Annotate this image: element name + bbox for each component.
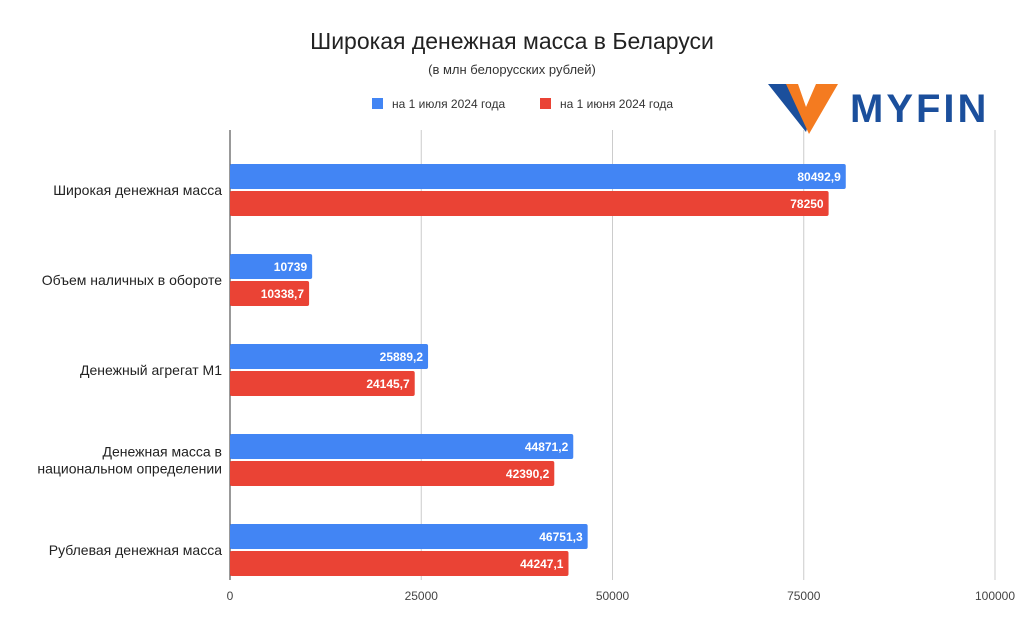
x-tick-label: 100000 (975, 589, 1015, 603)
legend-swatch (540, 98, 551, 109)
data-label: 80492,9 (797, 170, 841, 184)
bar (230, 344, 429, 369)
category-label: Денежный агрегат М1 (80, 362, 222, 378)
data-label: 46751,3 (539, 530, 583, 544)
category-label: Объем наличных в обороте (42, 272, 222, 288)
data-label: 42390,2 (506, 467, 550, 481)
data-label: 24145,7 (366, 377, 410, 391)
x-tick-label: 25000 (405, 589, 439, 603)
bar (230, 524, 588, 549)
svg-text:MYFIN: MYFIN (850, 87, 989, 131)
chart-subtitle: (в млн белорусских рублей) (428, 62, 596, 77)
x-tick-label: 0 (227, 589, 234, 603)
bar (230, 281, 310, 306)
data-label: 25889,2 (380, 350, 424, 364)
bar (230, 164, 846, 189)
category-label: Денежная масса в (102, 444, 222, 460)
x-tick-label: 50000 (596, 589, 630, 603)
bar (230, 551, 569, 576)
data-label: 10338,7 (261, 287, 305, 301)
data-label: 44871,2 (525, 440, 569, 454)
chart-title: Широкая денежная масса в Беларуси (310, 28, 714, 54)
data-label: 44247,1 (520, 557, 564, 571)
legend-label: на 1 июля 2024 года (392, 97, 505, 111)
legend-label: на 1 июня 2024 года (560, 97, 673, 111)
bar (230, 254, 313, 279)
bar (230, 434, 574, 459)
bar (230, 191, 829, 216)
bar (230, 371, 415, 396)
data-label: 10739 (274, 260, 308, 274)
category-label: Рублевая денежная масса (49, 542, 222, 558)
legend-swatch (372, 98, 383, 109)
myfin-logo: MYFIN (768, 84, 989, 134)
category-label: Широкая денежная масса (53, 182, 222, 198)
bar (230, 461, 555, 486)
data-label: 78250 (790, 197, 824, 211)
x-tick-label: 75000 (787, 589, 821, 603)
category-label: национальном определении (37, 461, 222, 477)
